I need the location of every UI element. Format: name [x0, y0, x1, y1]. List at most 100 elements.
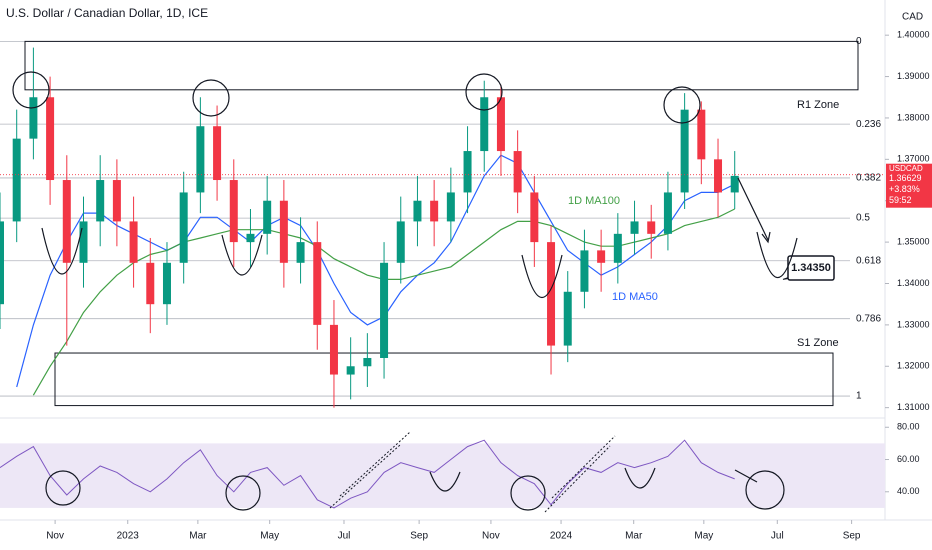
annotations	[12, 71, 798, 513]
symbol-label: USDCAD	[889, 164, 923, 173]
x-tick-label: 2024	[550, 531, 573, 542]
candle-body	[129, 221, 138, 263]
candle-body	[513, 151, 522, 193]
candle-body	[430, 200, 439, 222]
x-tick-label: Mar	[189, 531, 207, 542]
candle-body	[296, 242, 305, 263]
candle-body	[580, 250, 589, 292]
zone	[54, 352, 834, 407]
candle-body	[146, 262, 155, 305]
fib-label: 0	[856, 36, 862, 47]
candle-body	[29, 97, 38, 139]
x-tick-label: May	[260, 531, 279, 542]
candle-body	[279, 200, 288, 263]
y-tick-label: 1.37000	[897, 154, 930, 164]
countdown-label: 59:52	[889, 195, 912, 205]
y-tick-label: 1.39000	[897, 71, 930, 81]
currency: CAD	[902, 12, 923, 23]
candle-body	[162, 262, 171, 305]
trend-line	[544, 445, 611, 513]
trend-line	[551, 435, 616, 499]
mark-layer: 1.310001.320001.330001.340001.350001.360…	[0, 30, 932, 542]
x-tick-label: Sep	[843, 531, 861, 542]
candle-body	[697, 109, 706, 160]
x-tick-label: Nov	[46, 531, 64, 542]
candle-body	[62, 180, 71, 263]
candle-body	[196, 126, 205, 193]
fib-label: 0.236	[856, 119, 881, 130]
candle-body	[363, 357, 372, 367]
chart-title: U.S. Dollar / Canadian Dollar, 1D, ICE	[6, 6, 208, 20]
y-tick-label: 1.38000	[897, 112, 930, 122]
x-tick-label: Mar	[625, 531, 643, 542]
zone-label: R1 Zone	[797, 99, 839, 111]
x-tick-label: Nov	[482, 531, 500, 542]
candle-body	[480, 97, 489, 152]
arrow	[737, 177, 769, 241]
candle-body	[530, 192, 539, 243]
fib-label: 0.786	[856, 313, 881, 324]
x-tick-label: Jul	[771, 531, 784, 542]
candle-body	[396, 221, 405, 263]
circle	[465, 73, 503, 111]
x-tick-label: Sep	[410, 531, 428, 542]
circle	[510, 475, 546, 511]
target-label: 1.34350	[791, 262, 831, 274]
arc	[41, 227, 83, 275]
fib-label: 0.618	[856, 255, 881, 266]
y-tick-label: 1.40000	[897, 30, 930, 40]
y-tick-label: 1.35000	[897, 236, 930, 246]
zone-label: S1 Zone	[797, 337, 839, 349]
candle-body	[714, 159, 723, 193]
candle-body	[229, 180, 238, 243]
arc	[756, 231, 798, 279]
y-tick-label: 1.32000	[897, 361, 930, 371]
x-tick-label: 2023	[117, 531, 140, 542]
candle-body	[380, 262, 389, 358]
circle	[225, 475, 261, 511]
last-price-label: 1.36629	[889, 173, 922, 183]
candle-body	[463, 151, 472, 193]
y-tick-label: 1.34000	[897, 278, 930, 288]
candle-body	[313, 242, 322, 325]
x-tick-label: Jul	[338, 531, 351, 542]
arrow	[734, 469, 758, 483]
arrow-head	[761, 231, 771, 244]
y-tick-label: 60.00	[897, 454, 920, 464]
y-tick-label: 1.33000	[897, 319, 930, 329]
arc	[521, 254, 563, 299]
circle	[663, 86, 701, 124]
circle	[12, 71, 50, 109]
circle	[192, 79, 230, 117]
candle-body	[179, 192, 188, 263]
candle-body	[730, 175, 739, 193]
candle-body	[680, 109, 689, 193]
fib-label: 1	[856, 391, 862, 402]
arc	[221, 234, 263, 276]
zone	[24, 40, 859, 91]
candle-body	[12, 138, 21, 222]
arc	[429, 471, 461, 492]
candle-body	[346, 366, 355, 375]
candle-body	[613, 233, 622, 263]
candle-body	[547, 242, 556, 346]
change-label: +3.83%	[889, 184, 920, 194]
circle	[745, 470, 785, 510]
candle-body	[496, 97, 505, 152]
candle-body	[246, 233, 255, 243]
target-box	[787, 255, 835, 281]
circle	[45, 470, 81, 506]
y-tick-label: 1.31000	[897, 402, 930, 412]
candle-body	[112, 180, 121, 222]
under-layer	[0, 34, 889, 524]
rsi-line	[0, 439, 735, 509]
candle-body	[597, 250, 606, 263]
y-tick-label: 80.00	[897, 422, 920, 432]
candle-body	[46, 97, 55, 181]
candle-body	[96, 180, 105, 222]
price-badge	[886, 163, 932, 208]
candle-body	[0, 221, 4, 305]
candle-body	[329, 324, 338, 375]
